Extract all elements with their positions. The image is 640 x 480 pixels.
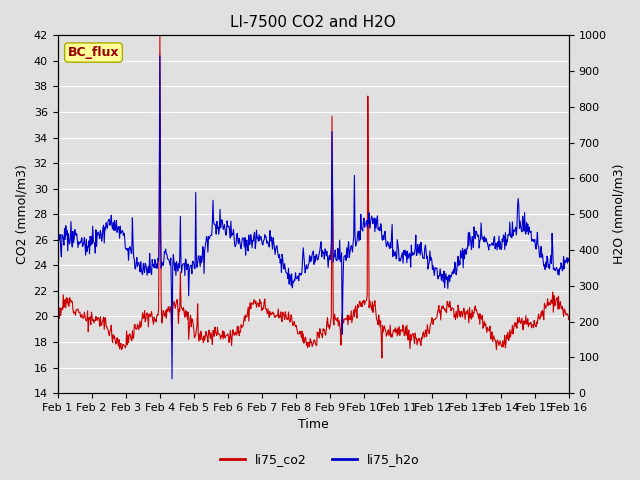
Y-axis label: CO2 (mmol/m3): CO2 (mmol/m3): [15, 164, 28, 264]
Y-axis label: H2O (mmol/m3): H2O (mmol/m3): [612, 164, 625, 264]
Text: BC_flux: BC_flux: [68, 46, 119, 59]
Title: LI-7500 CO2 and H2O: LI-7500 CO2 and H2O: [230, 15, 396, 30]
X-axis label: Time: Time: [298, 419, 328, 432]
Legend: li75_co2, li75_h2o: li75_co2, li75_h2o: [215, 448, 425, 471]
